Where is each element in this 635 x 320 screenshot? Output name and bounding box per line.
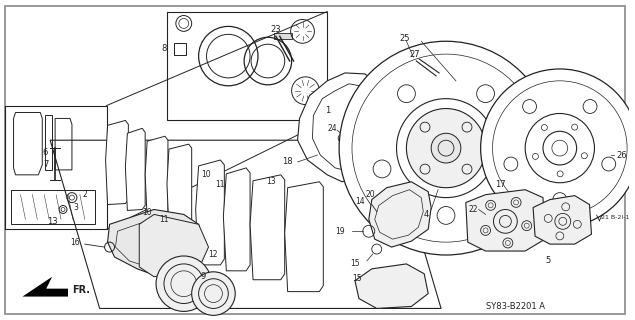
Text: 11: 11: [159, 215, 169, 224]
Circle shape: [431, 133, 461, 163]
Text: 23: 23: [271, 25, 281, 34]
Polygon shape: [224, 168, 250, 271]
Text: 7: 7: [43, 160, 48, 170]
Text: 10: 10: [201, 170, 210, 179]
Text: 22: 22: [468, 205, 478, 214]
Circle shape: [339, 41, 553, 255]
Polygon shape: [298, 73, 389, 182]
Polygon shape: [369, 182, 431, 247]
Bar: [274, 33, 291, 39]
Polygon shape: [13, 113, 43, 175]
Polygon shape: [22, 277, 68, 297]
Text: 26: 26: [616, 150, 627, 160]
Text: 5: 5: [545, 256, 551, 265]
Polygon shape: [139, 214, 208, 277]
Text: 6: 6: [43, 148, 48, 156]
Polygon shape: [11, 190, 95, 224]
Text: 9: 9: [201, 272, 206, 281]
Text: 20: 20: [365, 190, 375, 199]
Text: 25: 25: [399, 34, 410, 43]
Text: 12: 12: [208, 250, 218, 259]
Polygon shape: [466, 190, 545, 251]
Polygon shape: [105, 120, 128, 204]
Circle shape: [406, 108, 486, 188]
Text: 21 B-2I-1: 21 B-2I-1: [601, 215, 630, 220]
Text: 14: 14: [355, 197, 365, 206]
Polygon shape: [45, 116, 52, 170]
Text: 16: 16: [70, 238, 80, 247]
Polygon shape: [533, 196, 591, 244]
Polygon shape: [145, 136, 168, 218]
Text: 4: 4: [424, 210, 429, 219]
Circle shape: [192, 272, 235, 316]
Polygon shape: [167, 144, 192, 228]
Bar: [335, 120, 360, 142]
Text: 15: 15: [352, 274, 362, 283]
Text: 3: 3: [73, 203, 78, 212]
Polygon shape: [250, 175, 284, 280]
Bar: [174, 43, 186, 55]
Text: 11: 11: [216, 180, 225, 189]
Text: 18: 18: [282, 157, 293, 166]
Polygon shape: [107, 210, 204, 277]
Polygon shape: [284, 182, 323, 292]
Bar: [4, 106, 107, 229]
Polygon shape: [55, 118, 72, 170]
Text: 24: 24: [328, 124, 337, 133]
Text: 15: 15: [351, 260, 360, 268]
Polygon shape: [355, 264, 428, 308]
Polygon shape: [312, 84, 382, 172]
Text: 10: 10: [142, 208, 152, 217]
Text: 19: 19: [335, 227, 345, 236]
Polygon shape: [196, 160, 224, 265]
Circle shape: [481, 69, 635, 227]
Polygon shape: [125, 128, 145, 211]
Text: 1: 1: [325, 106, 331, 115]
Bar: [415, 57, 422, 62]
Circle shape: [156, 256, 211, 311]
Text: 13: 13: [266, 177, 276, 186]
Text: FR.: FR.: [72, 284, 90, 295]
Text: SY83-B2201 A: SY83-B2201 A: [486, 302, 545, 311]
Text: 8: 8: [161, 44, 167, 53]
Bar: [167, 12, 327, 120]
Text: 13: 13: [47, 217, 57, 226]
Text: 27: 27: [409, 50, 420, 59]
Text: 2: 2: [83, 190, 88, 199]
Text: 17: 17: [495, 180, 506, 189]
